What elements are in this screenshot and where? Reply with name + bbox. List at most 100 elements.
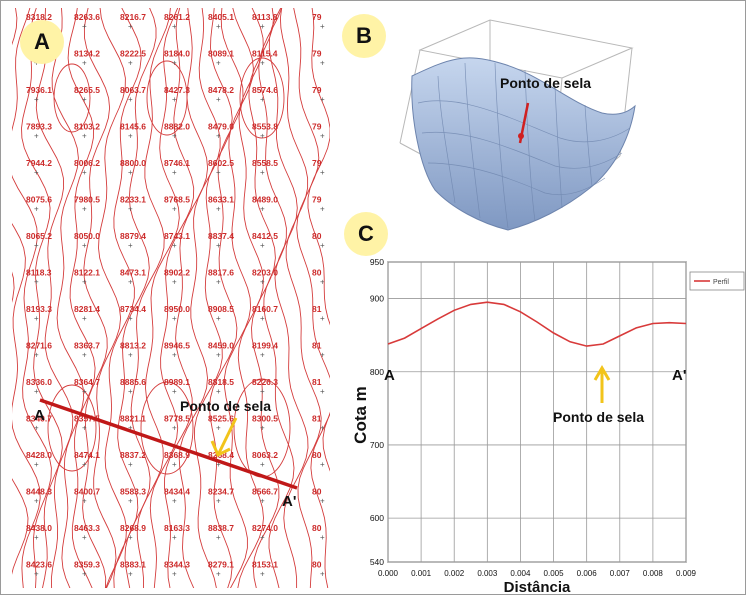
grid-node-marker: + (260, 424, 265, 433)
grid-node-marker: + (260, 351, 265, 360)
grid-value: 8193.3 (26, 304, 52, 314)
grid-value: 80 (312, 560, 322, 570)
grid-node-marker: + (320, 132, 325, 141)
x-axis-label: Distância (504, 579, 571, 595)
grid-value: 8113.8 (252, 12, 278, 22)
grid-node-marker: + (34, 314, 39, 323)
y-tick-label: 600 (370, 513, 384, 523)
x-tick-label: 0.003 (477, 569, 498, 578)
legend-box (689, 271, 745, 291)
contour-line (12, 271, 29, 575)
grid-value: 81 (312, 414, 322, 424)
grid-value: 8344.3 (164, 560, 190, 570)
grid-value: 8281.4 (74, 304, 100, 314)
contour-loop (140, 381, 194, 475)
grid-value: 8768.5 (164, 195, 190, 205)
grid-node-marker: + (128, 424, 133, 433)
grid-node-marker: + (172, 205, 177, 214)
grid-value: 8263.6 (74, 12, 100, 22)
grid-value: 8837.2 (120, 450, 146, 460)
grid-value: 80 (312, 450, 322, 460)
grid-node-marker: + (82, 59, 87, 68)
grid-value: 8813.2 (120, 341, 146, 351)
grid-node-marker: + (216, 460, 221, 469)
grid-value: 8438.0 (26, 523, 52, 533)
grid-value: 8400.7 (74, 487, 100, 497)
grid-node-marker: + (82, 168, 87, 177)
profile-start-label: A (34, 407, 45, 424)
grid-value: 8122.1 (74, 268, 100, 278)
grid-node-marker: + (260, 278, 265, 287)
grid-value: 8115.4 (252, 49, 278, 59)
grid-node-marker: + (128, 460, 133, 469)
grid-value: 8427.3 (164, 85, 190, 95)
grid-value: 8279.1 (208, 560, 234, 570)
grid-value: 8153.1 (252, 560, 278, 570)
contour-loop (47, 384, 97, 472)
grid-node-marker: + (34, 168, 39, 177)
grid-value: 8489.0 (252, 195, 278, 205)
grid-value: 79 (312, 122, 322, 132)
saddle-arrow-map (210, 417, 238, 458)
grid-value: 8746.1 (164, 158, 190, 168)
grid-node-marker: + (172, 497, 177, 506)
grid-value: 8473.1 (120, 268, 146, 278)
grid-node-marker: + (320, 497, 325, 506)
grid-node-marker: + (128, 387, 133, 396)
grid-node-marker: + (172, 424, 177, 433)
grid-node-marker: + (216, 351, 221, 360)
grid-node-marker: + (216, 132, 221, 141)
grid-node-marker: + (320, 314, 325, 323)
contour-line (12, 8, 52, 588)
legend-label-perfil: Perfil (713, 279, 729, 286)
grid-value: 8479.0 (208, 122, 234, 132)
contour-line (279, 8, 322, 588)
grid-node-marker: + (172, 570, 177, 579)
grid-node-marker: + (172, 168, 177, 177)
grid-node-marker: + (320, 424, 325, 433)
contour-loop (53, 63, 91, 133)
grid-node-marker: + (320, 59, 325, 68)
panel-b-saddle-surface: Ponto de sela B (340, 8, 640, 248)
grid-value: 8006.2 (74, 158, 100, 168)
contour-line (307, 8, 330, 472)
grid-node-marker: + (216, 314, 221, 323)
grid-node-marker: + (128, 22, 133, 31)
grid-value: 8448.3 (26, 487, 52, 497)
grid-value: 8908.5 (208, 304, 234, 314)
grid-value: 8434.4 (164, 487, 190, 497)
surface-mesh (417, 62, 631, 229)
grid-value: 8271.6 (26, 341, 52, 351)
grid-value: 8222.5 (120, 49, 146, 59)
contour-line (12, 8, 41, 588)
contour-line (104, 8, 142, 588)
contour-line (293, 8, 330, 588)
grid-node-marker: + (82, 424, 87, 433)
grid-value: 8383.1 (120, 560, 146, 570)
grid-node-marker: + (260, 497, 265, 506)
contour-line (136, 8, 180, 588)
plot-area (387, 261, 687, 563)
grid-value: 7893.3 (26, 122, 52, 132)
grid-node-marker: + (128, 351, 133, 360)
grid-node-marker: + (260, 59, 265, 68)
grid-value: 8359.3 (74, 560, 100, 570)
grid-value: 8336.0 (26, 377, 52, 387)
grid-value: 80 (312, 487, 322, 497)
grid-node-marker: + (82, 314, 87, 323)
contour-line (248, 8, 280, 588)
grid-node-marker: + (216, 22, 221, 31)
grid-value: 8558.5 (252, 158, 278, 168)
grid-value: 8566.7 (252, 487, 278, 497)
x-tick-label: 0.002 (444, 569, 465, 578)
grid-value: 8163.3 (164, 523, 190, 533)
grid-node-marker: + (128, 314, 133, 323)
grid-node-marker: + (34, 205, 39, 214)
grid-node-marker: + (128, 241, 133, 250)
grid-node-marker: + (320, 351, 325, 360)
grid-node-marker: + (260, 570, 265, 579)
saddle-point-label-3d: Ponto de sela (500, 75, 591, 91)
x-tick-label: 0.009 (676, 569, 697, 578)
saddle-point-label-chart: Ponto de sela (553, 409, 644, 425)
x-tick-label: 0.005 (544, 569, 565, 578)
